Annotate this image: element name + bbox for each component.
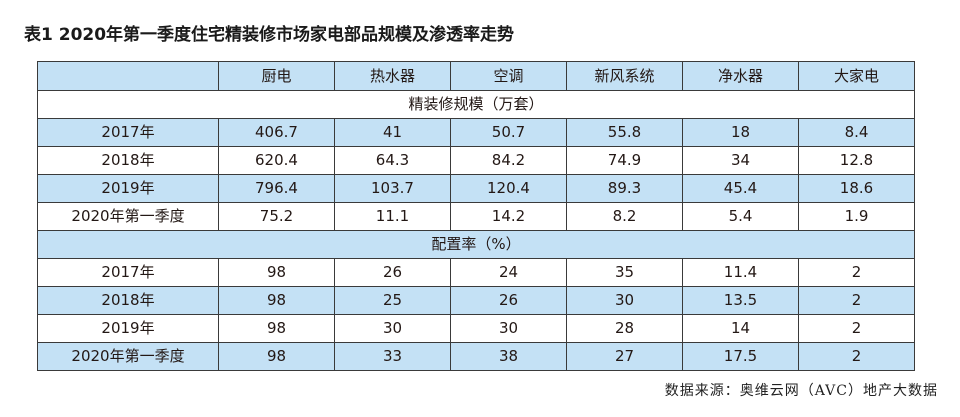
table-cell: 18.6 bbox=[798, 174, 915, 203]
section-row-rate: 配置率（%） bbox=[37, 230, 915, 259]
header-cell: 大家电 bbox=[798, 61, 915, 91]
table-cell: 8.2 bbox=[566, 202, 683, 231]
row-period: 2017年 bbox=[37, 258, 219, 287]
table-cell: 89.3 bbox=[566, 174, 683, 203]
table-cell: 11.4 bbox=[682, 258, 799, 287]
table-cell: 5.4 bbox=[682, 202, 799, 231]
table-cell: 18 bbox=[682, 118, 799, 147]
table-cell: 1.9 bbox=[798, 202, 915, 231]
table-cell: 33 bbox=[334, 342, 451, 371]
table-cell: 26 bbox=[334, 258, 451, 287]
table-cell: 2 bbox=[798, 342, 915, 371]
section-label-rate: 配置率（%） bbox=[37, 230, 915, 259]
table-cell: 406.7 bbox=[218, 118, 335, 147]
table-row: 2020年第一季度 75.2 11.1 14.2 8.2 5.4 1.9 bbox=[37, 202, 915, 231]
table-cell: 34 bbox=[682, 146, 799, 175]
table-cell: 25 bbox=[334, 286, 451, 315]
table-row: 2020年第一季度 98 33 38 27 17.5 2 bbox=[37, 342, 915, 371]
header-cell: 新风系统 bbox=[566, 61, 683, 91]
section-row-scale: 精装修规模（万套） bbox=[37, 90, 915, 119]
row-period: 2017年 bbox=[37, 118, 219, 147]
table-cell: 2 bbox=[798, 258, 915, 287]
section-label-scale: 精装修规模（万套） bbox=[37, 90, 915, 119]
table-cell: 30 bbox=[566, 286, 683, 315]
table-cell: 64.3 bbox=[334, 146, 451, 175]
table-row: 2018年 98 25 26 30 13.5 2 bbox=[37, 286, 915, 315]
table-cell: 17.5 bbox=[682, 342, 799, 371]
header-cell bbox=[37, 61, 219, 91]
table-cell: 24 bbox=[450, 258, 567, 287]
row-period: 2019年 bbox=[37, 314, 219, 343]
table-cell: 14.2 bbox=[450, 202, 567, 231]
table-cell: 2 bbox=[798, 314, 915, 343]
table-cell: 55.8 bbox=[566, 118, 683, 147]
table-row: 2018年 620.4 64.3 84.2 74.9 34 12.8 bbox=[37, 146, 915, 175]
table-row: 2017年 406.7 41 50.7 55.8 18 8.4 bbox=[37, 118, 915, 147]
table-cell: 26 bbox=[450, 286, 567, 315]
table-cell: 796.4 bbox=[218, 174, 335, 203]
header-cell: 热水器 bbox=[334, 61, 451, 91]
table-cell: 30 bbox=[334, 314, 451, 343]
table-cell: 103.7 bbox=[334, 174, 451, 203]
header-cell: 空调 bbox=[450, 61, 567, 91]
row-period: 2020年第一季度 bbox=[37, 202, 219, 231]
table-cell: 84.2 bbox=[450, 146, 567, 175]
table-cell: 98 bbox=[218, 342, 335, 371]
table-cell: 38 bbox=[450, 342, 567, 371]
table-cell: 98 bbox=[218, 314, 335, 343]
header-row: 厨电 热水器 空调 新风系统 净水器 大家电 bbox=[37, 61, 915, 91]
table-cell: 28 bbox=[566, 314, 683, 343]
table-cell: 27 bbox=[566, 342, 683, 371]
row-period: 2019年 bbox=[37, 174, 219, 203]
row-period: 2020年第一季度 bbox=[37, 342, 219, 371]
table-cell: 620.4 bbox=[218, 146, 335, 175]
header-cell: 净水器 bbox=[682, 61, 799, 91]
table-cell: 13.5 bbox=[682, 286, 799, 315]
table-cell: 74.9 bbox=[566, 146, 683, 175]
table-row: 2017年 98 26 24 35 11.4 2 bbox=[37, 258, 915, 287]
table-cell: 11.1 bbox=[334, 202, 451, 231]
table-row: 2019年 98 30 30 28 14 2 bbox=[37, 314, 915, 343]
table-cell: 98 bbox=[218, 286, 335, 315]
row-period: 2018年 bbox=[37, 146, 219, 175]
table-cell: 2 bbox=[798, 286, 915, 315]
table-cell: 120.4 bbox=[450, 174, 567, 203]
table-cell: 50.7 bbox=[450, 118, 567, 147]
table-row: 2019年 796.4 103.7 120.4 89.3 45.4 18.6 bbox=[37, 174, 915, 203]
table-title: 表1 2020年第一季度住宅精装修市场家电部品规模及渗透率走势 bbox=[24, 25, 515, 45]
table-cell: 35 bbox=[566, 258, 683, 287]
table-cell: 12.8 bbox=[798, 146, 915, 175]
table-cell: 75.2 bbox=[218, 202, 335, 231]
table-cell: 45.4 bbox=[682, 174, 799, 203]
table-cell: 41 bbox=[334, 118, 451, 147]
table-cell: 98 bbox=[218, 258, 335, 287]
table-cell: 14 bbox=[682, 314, 799, 343]
row-period: 2018年 bbox=[37, 286, 219, 315]
data-table: 厨电 热水器 空调 新风系统 净水器 大家电 精装修规模（万套） 2017年 4… bbox=[37, 61, 915, 371]
header-cell: 厨电 bbox=[218, 61, 335, 91]
source-note: 数据来源：奥维云网（AVC）地产大数据 bbox=[664, 383, 938, 399]
table-cell: 8.4 bbox=[798, 118, 915, 147]
table-cell: 30 bbox=[450, 314, 567, 343]
